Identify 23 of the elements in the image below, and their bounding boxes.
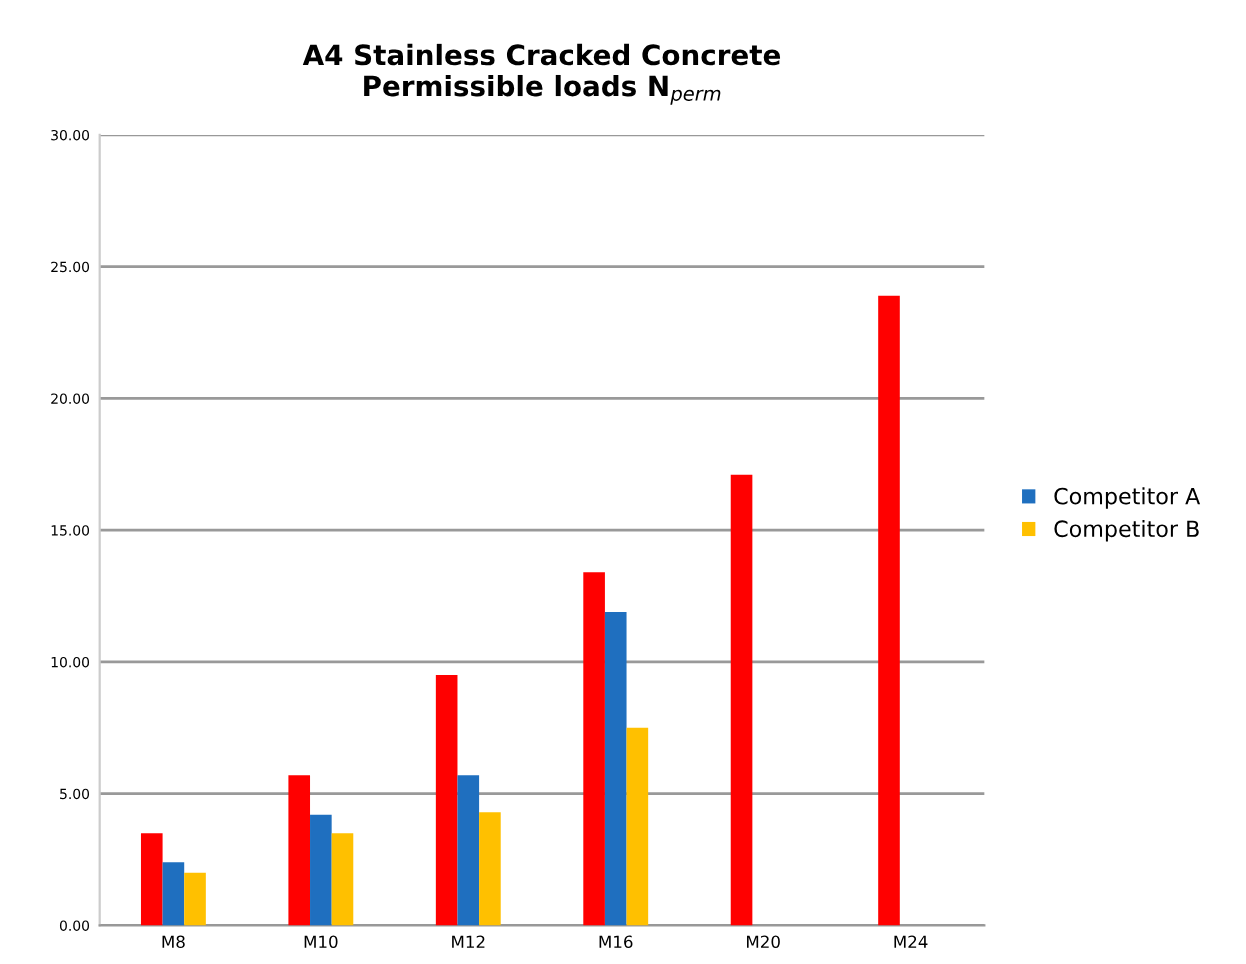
x-tick-label: M8 [162, 935, 185, 949]
bar [479, 812, 501, 926]
x-tick-label: M10 [304, 935, 338, 949]
bar [604, 611, 627, 926]
x-tick-label: M16 [599, 935, 633, 949]
x-tick-label: M20 [747, 935, 780, 949]
bar [184, 872, 206, 926]
bar [310, 814, 332, 926]
legend-label: Competitor A [1054, 487, 1201, 509]
x-tick-label: M12 [452, 935, 485, 948]
bar [457, 775, 480, 926]
bar [730, 474, 753, 926]
bar [435, 675, 458, 926]
x-tick-label: M24 [894, 935, 928, 948]
bar [878, 295, 900, 926]
legend-label: Competitor B [1054, 519, 1199, 542]
bar [288, 775, 311, 926]
bar [583, 572, 605, 926]
chart-title: A4 Stainless Cracked Concrete Permissible loads N$_{perm}$ [302, 43, 781, 105]
bar [140, 833, 163, 926]
bar [331, 833, 354, 926]
bar [626, 727, 649, 926]
bar [162, 862, 185, 926]
